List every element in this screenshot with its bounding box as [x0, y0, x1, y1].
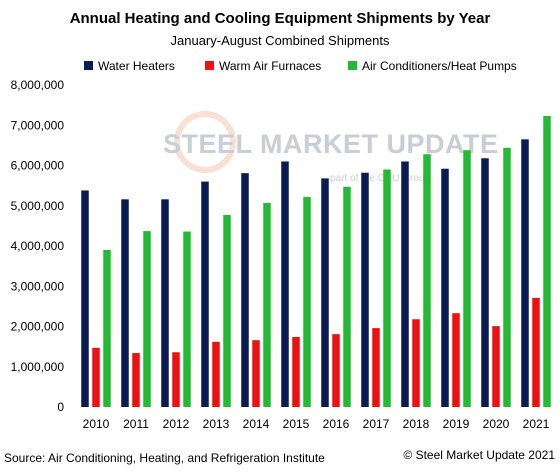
bar-air-conditioners-heat-pumps-2017	[383, 169, 391, 407]
watermark-tagline: part of the CRU Group	[330, 173, 430, 184]
watermark-logo-icon	[174, 111, 236, 173]
bar-warm-air-furnaces-2018	[412, 319, 420, 407]
bar-water-heaters-2017	[361, 172, 369, 407]
y-tick-label: 5,000,000	[11, 199, 65, 213]
y-tick-label: 8,000,000	[11, 78, 65, 92]
legend-label: Water Heaters	[98, 59, 175, 73]
bar-water-heaters-2018	[401, 161, 409, 407]
bar-warm-air-furnaces-2014	[252, 340, 260, 407]
bar-water-heaters-2019	[441, 168, 449, 407]
x-tick-label: 2019	[443, 417, 470, 431]
y-axis: 0 1,000,000 2,000,000 3,000,000 4,000,000 5,0…	[11, 78, 65, 414]
bar-water-heaters-2020	[481, 158, 489, 407]
legend-label: Warm Air Furnaces	[219, 59, 321, 73]
bar-air-conditioners-heat-pumps-2010	[103, 250, 111, 407]
bar-air-conditioners-heat-pumps-2019	[463, 150, 471, 407]
bar-warm-air-furnaces-2012	[172, 352, 180, 407]
y-tick-label: 2,000,000	[11, 320, 65, 334]
bar-air-conditioners-heat-pumps-2021	[543, 115, 551, 408]
y-tick-label: 3,000,000	[11, 279, 65, 293]
y-tick-label: 4,000,000	[11, 239, 65, 253]
watermark: STEEL MARKET UPDATE part of the CRU Grou…	[163, 111, 499, 184]
x-tick-label: 2011	[123, 417, 149, 431]
x-tick-label: 2014	[243, 417, 270, 431]
source-note: Source: Air Conditioning, Heating, and R…	[4, 451, 325, 465]
watermark-brand: STEEL MARKET UPDATE	[163, 129, 499, 159]
bar-water-heaters-2016	[321, 178, 329, 407]
bar-warm-air-furnaces-2013	[212, 341, 220, 407]
legend-swatch	[348, 61, 357, 70]
bar-air-conditioners-heat-pumps-2012	[183, 231, 191, 407]
bar-water-heaters-2010	[81, 190, 89, 407]
bar-water-heaters-2015	[281, 161, 289, 407]
x-tick-label: 2021	[523, 417, 550, 431]
copyright-note: © Steel Market Update 2021	[403, 448, 555, 462]
x-tick-label: 2016	[323, 417, 350, 431]
x-tick-label: 2015	[283, 417, 310, 431]
y-tick-label: 1,000,000	[11, 360, 65, 374]
bars	[81, 115, 551, 408]
y-tick-label: 0	[57, 400, 64, 414]
bar-air-conditioners-heat-pumps-2020	[503, 147, 511, 408]
legend-swatch	[84, 61, 93, 70]
x-tick-label: 2020	[483, 417, 510, 431]
bar-air-conditioners-heat-pumps-2016	[343, 186, 351, 407]
legend: Water Heaters Warm Air Furnaces Air Condit…	[84, 59, 517, 73]
bar-water-heaters-2021	[521, 139, 529, 407]
bar-warm-air-furnaces-2016	[332, 334, 340, 407]
x-tick-label: 2018	[403, 417, 430, 431]
bar-air-conditioners-heat-pumps-2013	[223, 215, 231, 407]
x-tick-label: 2010	[83, 417, 110, 431]
bar-water-heaters-2011	[121, 199, 129, 407]
chart-subtitle: January-August Combined Shipments	[171, 33, 390, 48]
chart-title: Annual Heating and Cooling Equipment Shi…	[70, 10, 491, 27]
legend-swatch	[205, 61, 214, 70]
bar-warm-air-furnaces-2021	[532, 297, 540, 407]
bar-warm-air-furnaces-2019	[452, 313, 460, 407]
x-tick-label: 2017	[363, 417, 390, 431]
bar-warm-air-furnaces-2015	[292, 336, 300, 407]
bar-warm-air-furnaces-2011	[132, 353, 140, 407]
x-tick-label: 2012	[163, 417, 190, 431]
bar-water-heaters-2012	[161, 199, 169, 407]
bar-warm-air-furnaces-2010	[92, 347, 100, 407]
y-tick-label: 7,000,000	[11, 118, 65, 132]
legend-label: Air Conditioners/Heat Pumps	[362, 59, 517, 73]
bar-air-conditioners-heat-pumps-2011	[143, 231, 151, 407]
x-tick-label: 2013	[203, 417, 230, 431]
y-tick-label: 6,000,000	[11, 159, 65, 173]
bar-water-heaters-2013	[201, 181, 209, 407]
x-axis: 2010 2011 2012 2013 2014 2015 2016 2017 2018 2019…	[83, 417, 550, 431]
bar-air-conditioners-heat-pumps-2018	[423, 154, 431, 407]
bar-water-heaters-2014	[241, 173, 249, 407]
bar-warm-air-furnaces-2017	[372, 328, 380, 407]
bar-air-conditioners-heat-pumps-2015	[303, 196, 311, 407]
bar-warm-air-furnaces-2020	[492, 326, 500, 407]
bar-air-conditioners-heat-pumps-2014	[263, 202, 271, 407]
